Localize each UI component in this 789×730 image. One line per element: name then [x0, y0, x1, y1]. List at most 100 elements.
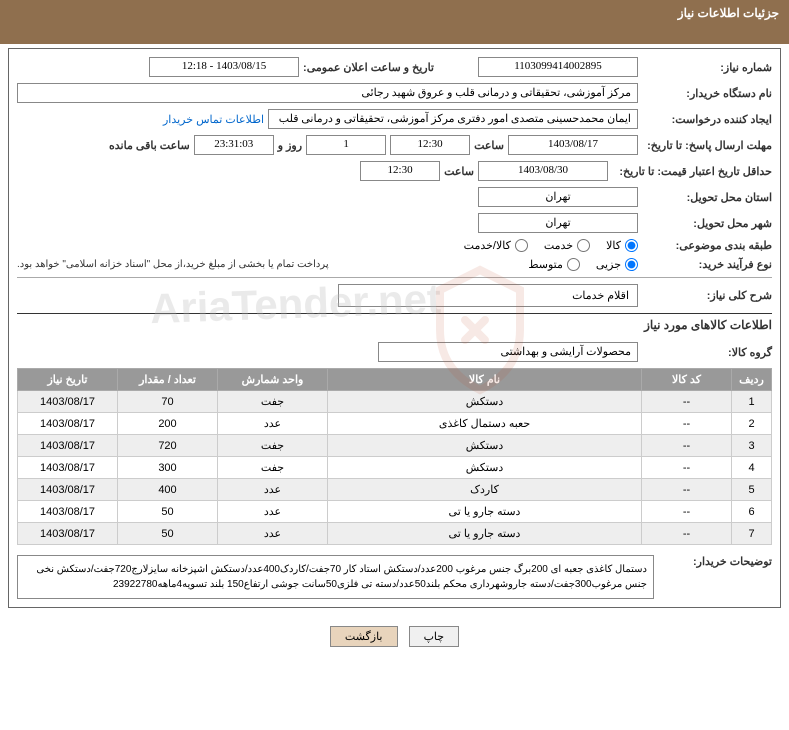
process-radio-group: جزیی متوسط: [528, 258, 638, 271]
table-cell: عدد: [218, 501, 328, 523]
need-number-field: 1103099414002895: [478, 57, 638, 77]
table-row: 3--دستکشجفت7201403/08/17: [18, 435, 772, 457]
radio-service-input[interactable]: [577, 239, 590, 252]
radio-goods[interactable]: کالا: [606, 239, 638, 252]
table-cell: 50: [118, 501, 218, 523]
page-title: جزئیات اطلاعات نیاز: [678, 6, 779, 20]
radio-partial[interactable]: جزیی: [596, 258, 638, 271]
buyer-notes-box: دستمال کاغذی جعبه ای 200برگ جنس مرغوب 20…: [17, 555, 654, 599]
process-label: نوع فرآیند خرید:: [642, 258, 772, 271]
deadline-label: مهلت ارسال پاسخ: تا تاریخ:: [642, 139, 772, 152]
announce-label: تاریخ و ساعت اعلان عمومی:: [303, 61, 434, 74]
table-cell: --: [642, 391, 732, 413]
table-cell: 400: [118, 479, 218, 501]
radio-service[interactable]: خدمت: [544, 239, 590, 252]
table-cell: 1403/08/17: [18, 523, 118, 545]
validity-label: حداقل تاریخ اعتبار قیمت: تا تاریخ:: [612, 165, 772, 178]
table-cell: --: [642, 501, 732, 523]
days-label: روز و: [278, 139, 302, 152]
buyer-notes-label: توضیحات خریدار:: [662, 555, 772, 568]
table-header: واحد شمارش: [218, 369, 328, 391]
radio-medium-input[interactable]: [567, 258, 580, 271]
table-cell: 720: [118, 435, 218, 457]
radio-both-input[interactable]: [515, 239, 528, 252]
requester-field: ایمان محمدحسینی متصدی امور دفتری مرکز آم…: [268, 109, 638, 129]
table-cell: 1403/08/17: [18, 435, 118, 457]
radio-goods-input[interactable]: [625, 239, 638, 252]
table-cell: --: [642, 435, 732, 457]
payment-note: پرداخت تمام یا بخشی از مبلغ خرید،از محل …: [17, 259, 329, 270]
table-cell: 5: [732, 479, 772, 501]
table-header: نام کالا: [328, 369, 642, 391]
table-cell: کاردک: [328, 479, 642, 501]
table-cell: جفت: [218, 457, 328, 479]
table-header: کد کالا: [642, 369, 732, 391]
overview-label: شرح کلی نیاز:: [642, 289, 772, 302]
table-cell: جفت: [218, 435, 328, 457]
table-cell: 1403/08/17: [18, 391, 118, 413]
table-cell: 70: [118, 391, 218, 413]
back-button[interactable]: بازگشت: [330, 626, 398, 647]
radio-partial-input[interactable]: [625, 258, 638, 271]
table-cell: --: [642, 413, 732, 435]
table-row: 7--دسته جارو یا تیعدد501403/08/17: [18, 523, 772, 545]
main-form: شماره نیاز: 1103099414002895 تاریخ و ساع…: [8, 48, 781, 608]
table-cell: دستکش: [328, 391, 642, 413]
group-label: گروه کالا:: [642, 346, 772, 359]
table-cell: دسته جارو یا تی: [328, 501, 642, 523]
city-field: تهران: [478, 213, 638, 233]
category-label: طبقه بندی موضوعی:: [642, 239, 772, 252]
time-remaining-field: 23:31:03: [194, 135, 274, 155]
table-cell: 1403/08/17: [18, 479, 118, 501]
table-cell: 1403/08/17: [18, 501, 118, 523]
radio-both[interactable]: کالا/خدمت: [464, 239, 528, 252]
table-cell: 200: [118, 413, 218, 435]
days-count-field: 1: [306, 135, 386, 155]
table-cell: دستکش: [328, 457, 642, 479]
table-cell: --: [642, 523, 732, 545]
divider-1: [17, 277, 772, 278]
province-field: تهران: [478, 187, 638, 207]
announce-field: 1403/08/15 - 12:18: [149, 57, 299, 77]
table-row: 6--دسته جارو یا تیعدد501403/08/17: [18, 501, 772, 523]
table-cell: دسته جارو یا تی: [328, 523, 642, 545]
table-row: 4--دستکشجفت3001403/08/17: [18, 457, 772, 479]
table-cell: 7: [732, 523, 772, 545]
deadline-date-field: 1403/08/17: [508, 135, 638, 155]
buyer-org-field: مرکز آموزشی، تحقیقاتی و درمانی قلب و عرو…: [17, 83, 638, 103]
table-header: تعداد / مقدار: [118, 369, 218, 391]
print-button[interactable]: چاپ: [409, 626, 460, 647]
table-cell: 2: [732, 413, 772, 435]
footer-buttons: چاپ بازگشت: [0, 616, 789, 657]
group-field: محصولات آرایشی و بهداشتی: [378, 342, 638, 362]
table-row: 2--حعبه دستمال کاغذیعدد2001403/08/17: [18, 413, 772, 435]
remaining-label: ساعت باقی مانده: [109, 139, 190, 152]
table-header: ردیف: [732, 369, 772, 391]
table-cell: 1: [732, 391, 772, 413]
table-cell: عدد: [218, 413, 328, 435]
table-cell: 50: [118, 523, 218, 545]
page-header: جزئیات اطلاعات نیاز: [0, 0, 789, 44]
province-label: استان محل تحویل:: [642, 191, 772, 204]
radio-medium[interactable]: متوسط: [528, 258, 580, 271]
deadline-time-field: 12:30: [390, 135, 470, 155]
table-cell: 4: [732, 457, 772, 479]
validity-time-field: 12:30: [360, 161, 440, 181]
table-cell: 3: [732, 435, 772, 457]
table-cell: 1403/08/17: [18, 413, 118, 435]
table-header: تاریخ نیاز: [18, 369, 118, 391]
time-label-1: ساعت: [474, 139, 504, 152]
time-label-2: ساعت: [444, 165, 474, 178]
table-cell: --: [642, 479, 732, 501]
table-cell: --: [642, 457, 732, 479]
contact-link[interactable]: اطلاعات تماس خریدار: [163, 113, 264, 126]
table-cell: حعبه دستمال کاغذی: [328, 413, 642, 435]
validity-date-field: 1403/08/30: [478, 161, 608, 181]
requester-label: ایجاد کننده درخواست:: [642, 113, 772, 126]
category-radio-group: کالا خدمت کالا/خدمت: [464, 239, 638, 252]
table-cell: عدد: [218, 479, 328, 501]
section-title: اطلاعات کالاهای مورد نیاز: [17, 313, 772, 336]
need-number-label: شماره نیاز:: [642, 61, 772, 74]
buyer-org-label: نام دستگاه خریدار:: [642, 87, 772, 100]
table-cell: دستکش: [328, 435, 642, 457]
